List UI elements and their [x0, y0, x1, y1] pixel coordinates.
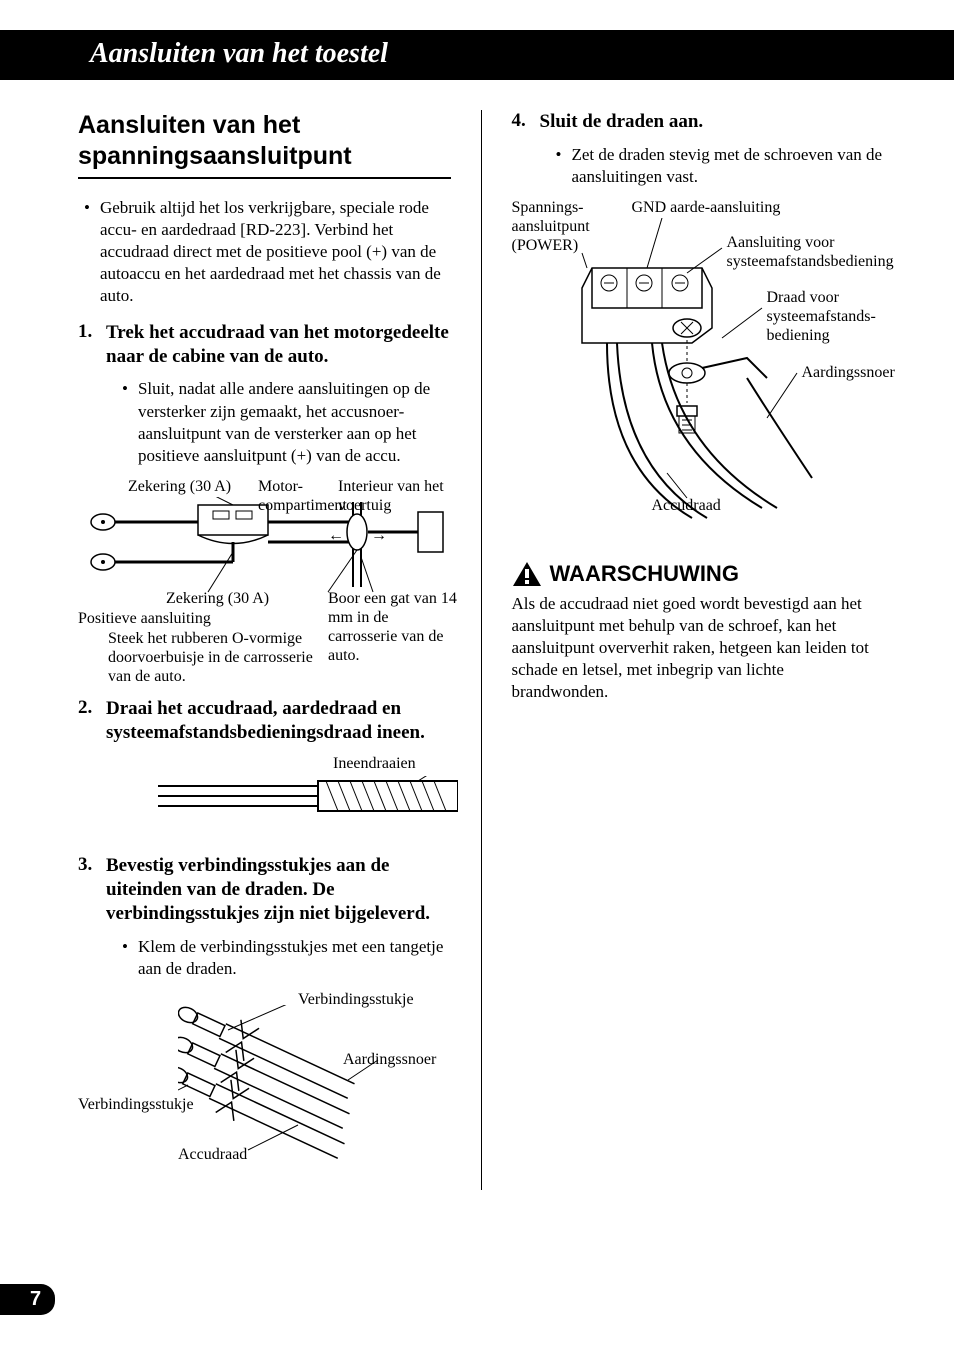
step-title: Draai het accudraad, aardedraad en syste…	[106, 697, 451, 745]
page-header: Aansluiten van het toestel	[0, 30, 954, 80]
step-title: Trek het accudraad van het motorgedeelte…	[106, 321, 451, 369]
intro-bullet: • Gebruik altijd het los verkrijgbare, s…	[78, 197, 451, 307]
step-num: 4.	[512, 110, 540, 134]
warning-icon	[512, 561, 542, 587]
page-number: 7	[0, 1284, 55, 1315]
svg-text:←: ←	[328, 527, 344, 544]
step-3-bullet: • Klem de verbindingsstukjes met een tan…	[78, 936, 451, 980]
content-columns: Aansluiten van het spanningsaansluitpunt…	[0, 80, 954, 1190]
right-column: 4. Sluit de draden aan. • Zet de draden …	[512, 110, 885, 1190]
fig1-positive: Positieve aansluiting	[78, 609, 211, 628]
bullet-text: Zet de draden stevig met de schroeven va…	[571, 144, 884, 188]
fig1-fuse-bottom: Zekering (30 A)	[166, 589, 269, 608]
warning-header: WAARSCHUWING	[512, 561, 885, 587]
warning-title: WAARSCHUWING	[550, 561, 739, 587]
fig1-fuse-top: Zekering (30 A)	[128, 477, 231, 496]
fig2-twist: Ineendraaien	[333, 754, 416, 773]
figure-3: Verbindingsstukje Aardingssnoer Verbindi…	[78, 990, 451, 1190]
step-num: 3.	[78, 854, 106, 925]
step-1: 1. Trek het accudraad van het motorgedee…	[78, 321, 451, 369]
figure-3-svg	[178, 1005, 458, 1185]
column-divider	[481, 110, 482, 1190]
figure-4: Spannings-aansluitpunt (POWER) GND aarde…	[512, 198, 885, 543]
bullet-dot: •	[84, 197, 90, 307]
step-4-bullet: • Zet de draden stevig met de schroeven …	[512, 144, 885, 188]
left-column: Aansluiten van het spanningsaansluitpunt…	[78, 110, 451, 1190]
warning-text: Als de accudraad niet goed wordt bevesti…	[512, 593, 885, 703]
fig1-drill: Boor een gat van 14 mm in de carrosserie…	[328, 589, 458, 666]
section-title: Aansluiten van het spanningsaansluitpunt	[78, 110, 451, 179]
figure-2-svg	[158, 776, 458, 826]
figure-2: Ineendraaien	[78, 754, 451, 834]
step-1-bullet: • Sluit, nadat alle andere aansluitingen…	[78, 378, 451, 466]
intro-text: Gebruik altijd het los verkrijgbare, spe…	[100, 197, 451, 307]
step-title: Bevestig verbindingsstukjes aan de uitei…	[106, 854, 451, 925]
step-num: 2.	[78, 697, 106, 745]
bullet-dot: •	[122, 936, 128, 980]
fig1-grommet: Steek het rubberen O-vormige doorvoerbui…	[108, 629, 318, 687]
step-4: 4. Sluit de draden aan.	[512, 110, 885, 134]
step-2: 2. Draai het accudraad, aardedraad en sy…	[78, 697, 451, 745]
step-num: 1.	[78, 321, 106, 369]
bullet-text: Klem de verbindingsstukjes met een tange…	[138, 936, 451, 980]
step-title: Sluit de draden aan.	[540, 110, 704, 134]
bullet-dot: •	[122, 378, 128, 466]
fig3-lug-left: Verbindingsstukje	[78, 1095, 194, 1114]
figure-4-svg	[512, 218, 902, 538]
bullet-text: Sluit, nadat alle andere aansluitingen o…	[138, 378, 451, 466]
figure-1: Zekering (30 A) Motor-compartiment Inter…	[78, 477, 451, 697]
step-3: 3. Bevestig verbindingsstukjes aan de ui…	[78, 854, 451, 925]
svg-text:→: →	[371, 527, 387, 544]
bullet-dot: •	[556, 144, 562, 188]
fig4-gnd: GND aarde-aansluiting	[632, 198, 781, 217]
